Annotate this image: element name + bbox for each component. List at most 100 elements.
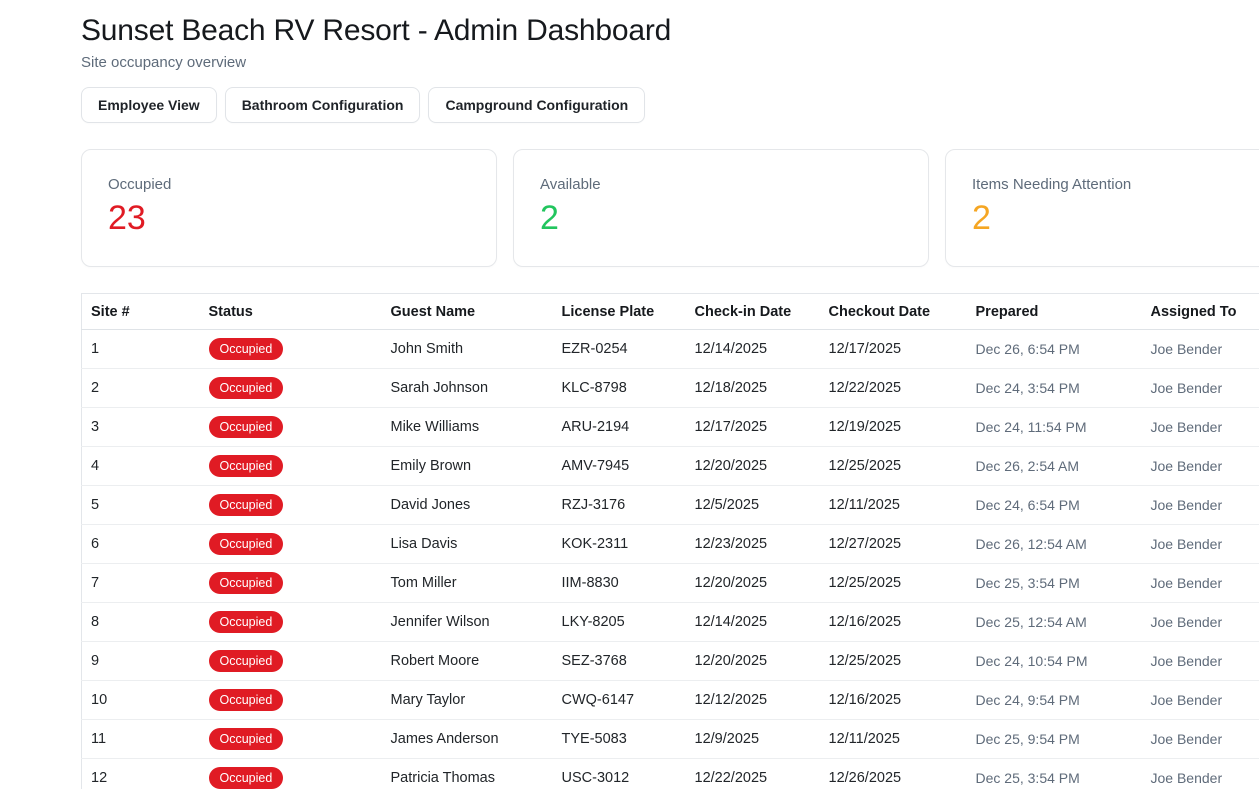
prepared-cell: Dec 24, 11:54 PM xyxy=(975,419,1087,435)
site-cell: 4 xyxy=(91,458,100,474)
checkout-cell: 12/16/2025 xyxy=(828,692,902,708)
guest-cell: Sarah Johnson xyxy=(390,380,489,396)
status-cell: Occupied xyxy=(200,408,382,447)
table-row: 6 Occupied Lisa Davis KOK-2311 12/23/2025 12/… xyxy=(81,524,1259,564)
guest-cell: David Jones xyxy=(390,497,471,513)
status-cell: Occupied xyxy=(200,330,382,369)
status-badge: Occupied xyxy=(208,766,284,789)
site-cell: 5 xyxy=(91,497,100,513)
stat-value: 2 xyxy=(540,199,559,237)
assigned-cell: Joe Bender xyxy=(1150,692,1223,708)
status-badge: Occupied xyxy=(208,454,284,478)
table-row: 7 Occupied Tom Miller IIM-8830 12/20/2025 12/… xyxy=(81,563,1259,603)
checkin-cell: 12/5/2025 xyxy=(694,497,760,513)
checkout-cell: 12/26/2025 xyxy=(828,770,902,786)
column-header-prepared: Prepared xyxy=(966,293,1142,330)
guest-cell: Emily Brown xyxy=(390,458,472,474)
prepared-cell: Dec 24, 10:54 PM xyxy=(975,653,1088,669)
checkin-cell: 12/20/2025 xyxy=(694,653,768,669)
plate-cell: LKY-8205 xyxy=(561,614,625,630)
column-header-assigned-to: Assigned To xyxy=(1141,293,1259,330)
page-title: Sunset Beach RV Resort - Admin Dashboard xyxy=(81,14,672,47)
status-cell: Occupied xyxy=(200,681,382,720)
table-row: 1 Occupied John Smith EZR-0254 12/14/2025 12/… xyxy=(82,330,1259,369)
assigned-cell: Joe Bender xyxy=(1150,341,1223,357)
bathroom-configuration-button[interactable]: Bathroom Configuration xyxy=(224,87,421,123)
stat-label: Items Needing Attention xyxy=(972,176,1132,193)
checkin-cell: 12/14/2025 xyxy=(694,341,768,357)
prepared-cell: Dec 26, 6:54 PM xyxy=(975,341,1080,357)
checkout-cell: 12/16/2025 xyxy=(828,614,902,630)
guest-cell: Jennifer Wilson xyxy=(390,614,490,630)
guest-cell: Tom Miller xyxy=(390,575,457,591)
status-badge: Occupied xyxy=(208,415,284,439)
guest-cell: Lisa Davis xyxy=(390,536,458,552)
checkin-cell: 12/17/2025 xyxy=(694,419,768,435)
plate-cell: KOK-2311 xyxy=(561,536,629,552)
checkout-cell: 12/19/2025 xyxy=(828,419,902,435)
site-cell: 11 xyxy=(91,731,107,747)
status-cell: Occupied xyxy=(200,447,382,486)
plate-cell: EZR-0254 xyxy=(561,341,628,357)
plate-cell: AMV-7945 xyxy=(561,458,630,474)
prepared-cell: Dec 24, 9:54 PM xyxy=(975,692,1080,708)
checkin-cell: 12/12/2025 xyxy=(694,692,768,708)
prepared-cell: Dec 26, 12:54 AM xyxy=(975,536,1087,552)
guest-cell: Patricia Thomas xyxy=(390,770,496,786)
table-row: 2 Occupied Sarah Johnson KLC-8798 12/18/2025… xyxy=(81,368,1259,408)
site-cell: 3 xyxy=(91,419,100,435)
site-cell: 7 xyxy=(91,575,100,591)
prepared-cell: Dec 26, 2:54 AM xyxy=(975,458,1080,474)
plate-cell: USC-3012 xyxy=(561,770,630,786)
column-header-status: Status xyxy=(199,293,382,330)
occupied-stat-card: Occupied 23 xyxy=(81,149,497,267)
plate-cell: RZJ-3176 xyxy=(561,497,626,513)
assigned-cell: Joe Bender xyxy=(1150,419,1223,435)
toolbar: Employee View Bathroom Configuration Cam… xyxy=(81,87,1259,123)
site-cell: 6 xyxy=(91,536,100,552)
table-row: 10 Occupied Mary Taylor CWQ-6147 12/12/2025 1… xyxy=(81,680,1259,720)
table-row: 8 Occupied Jennifer Wilson LKY-8205 12/14/20… xyxy=(81,602,1259,642)
stat-label: Available xyxy=(540,176,601,193)
stat-label: Occupied xyxy=(108,176,172,193)
column-header-checkout-date: Checkout Date xyxy=(819,293,967,330)
status-cell: Occupied xyxy=(200,486,382,525)
checkout-cell: 12/25/2025 xyxy=(828,458,902,474)
status-badge: Occupied xyxy=(208,727,284,751)
assigned-cell: Joe Bender xyxy=(1150,497,1223,513)
campground-configuration-button[interactable]: Campground Configuration xyxy=(428,87,646,123)
column-header-license-plate: License Plate xyxy=(552,293,686,330)
stat-value: 23 xyxy=(108,199,146,237)
stat-value: 2 xyxy=(972,199,991,237)
site-cell: 12 xyxy=(91,770,108,786)
plate-cell: IIM-8830 xyxy=(561,575,619,591)
status-badge: Occupied xyxy=(208,376,284,400)
guest-cell: Robert Moore xyxy=(390,653,480,669)
guest-cell: John Smith xyxy=(390,341,464,357)
table-header-row: Site # Status Guest Name License Plate Check… xyxy=(81,293,1259,330)
assigned-cell: Joe Bender xyxy=(1150,575,1223,591)
status-cell: Occupied xyxy=(200,525,382,564)
site-cell: 8 xyxy=(91,614,100,630)
status-badge: Occupied xyxy=(208,337,284,361)
attention-stat-card: Items Needing Attention 2 xyxy=(945,149,1259,267)
employee-view-button[interactable]: Employee View xyxy=(81,87,217,123)
stat-cards: Occupied 23 Available 2 Items Needing At… xyxy=(81,149,1259,267)
checkin-cell: 12/9/2025 xyxy=(694,731,760,747)
plate-cell: SEZ-3768 xyxy=(561,653,627,669)
site-cell: 9 xyxy=(91,653,100,669)
status-cell: Occupied xyxy=(200,603,382,642)
assigned-cell: Joe Bender xyxy=(1150,653,1223,669)
checkin-cell: 12/20/2025 xyxy=(694,458,768,474)
page-subtitle: Site occupancy overview xyxy=(81,54,247,71)
prepared-cell: Dec 24, 3:54 PM xyxy=(975,380,1080,396)
plate-cell: TYE-5083 xyxy=(561,731,627,747)
assigned-cell: Joe Bender xyxy=(1150,380,1223,396)
site-cell: 2 xyxy=(91,380,100,396)
checkin-cell: 12/23/2025 xyxy=(694,536,768,552)
status-cell: Occupied xyxy=(200,720,382,759)
status-badge: Occupied xyxy=(208,688,284,712)
checkin-cell: 12/20/2025 xyxy=(694,575,768,591)
plate-cell: KLC-8798 xyxy=(561,380,627,396)
